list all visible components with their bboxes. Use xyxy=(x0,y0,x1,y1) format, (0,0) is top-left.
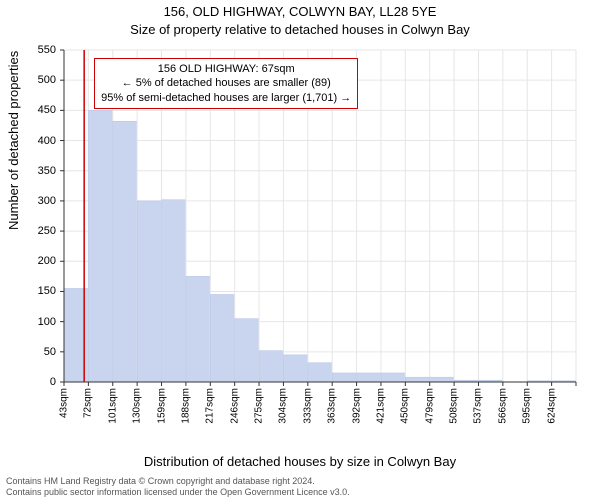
x-axis-label: Distribution of detached houses by size … xyxy=(0,454,600,469)
y-tick-label: 400 xyxy=(26,135,56,147)
y-tick-label: 250 xyxy=(26,225,56,237)
x-tick-label: 275sqm xyxy=(254,388,265,424)
histogram-bar xyxy=(210,294,234,382)
chart-subtitle: Size of property relative to detached ho… xyxy=(0,22,600,37)
x-tick-label: 421sqm xyxy=(375,388,386,424)
y-tick-label: 150 xyxy=(26,285,56,297)
footer-line2: Contains public sector information licen… xyxy=(6,487,594,498)
x-tick-label: 130sqm xyxy=(132,388,143,424)
y-tick-label: 350 xyxy=(26,165,56,177)
x-tick-label: 43sqm xyxy=(59,388,70,418)
histogram-bar xyxy=(332,373,356,382)
page: { "address": "156, OLD HIGHWAY, COLWYN B… xyxy=(0,0,600,500)
x-tick-label: 479sqm xyxy=(424,388,435,424)
histogram-bar xyxy=(381,373,405,382)
footer: Contains HM Land Registry data © Crown c… xyxy=(6,476,594,498)
x-tick-label: 450sqm xyxy=(400,388,411,424)
x-tick-label: 304sqm xyxy=(278,388,289,424)
x-tick-label: 159sqm xyxy=(156,388,167,424)
histogram-bar xyxy=(235,319,259,382)
histogram-bar xyxy=(430,377,454,382)
x-tick-label: 72sqm xyxy=(83,388,94,418)
histogram-bar xyxy=(137,201,161,382)
x-tick-label: 101sqm xyxy=(107,388,118,424)
y-tick-label: 50 xyxy=(26,346,56,358)
x-tick-label: 246sqm xyxy=(229,388,240,424)
histogram-bar xyxy=(162,200,186,382)
y-tick-label: 550 xyxy=(26,44,56,56)
address-line: 156, OLD HIGHWAY, COLWYN BAY, LL28 5YE xyxy=(0,4,600,19)
footer-line1: Contains HM Land Registry data © Crown c… xyxy=(6,476,594,487)
x-tick-label: 508sqm xyxy=(449,388,460,424)
y-tick-label: 100 xyxy=(26,316,56,328)
x-tick-label: 392sqm xyxy=(351,388,362,424)
y-tick-label: 300 xyxy=(26,195,56,207)
histogram-bar xyxy=(357,373,381,382)
x-tick-label: 595sqm xyxy=(522,388,533,424)
x-tick-label: 624sqm xyxy=(546,388,557,424)
histogram-bar xyxy=(405,377,429,382)
x-tick-label: 363sqm xyxy=(327,388,338,424)
x-tick-label: 188sqm xyxy=(180,388,191,424)
callout-line2: ← 5% of detached houses are smaller (89) xyxy=(101,76,351,90)
histogram-bar xyxy=(88,110,112,382)
callout-line3: 95% of semi-detached houses are larger (… xyxy=(101,91,351,105)
y-axis-label: Number of detached properties xyxy=(6,51,21,230)
histogram-bar xyxy=(308,363,332,382)
histogram-bar xyxy=(283,355,307,382)
x-tick-label: 537sqm xyxy=(473,388,484,424)
y-tick-label: 450 xyxy=(26,104,56,116)
callout-box: 156 OLD HIGHWAY: 67sqm ← 5% of detached … xyxy=(94,58,358,109)
x-tick-label: 217sqm xyxy=(205,388,216,424)
y-tick-label: 0 xyxy=(26,376,56,388)
histogram-bar xyxy=(113,121,137,382)
y-tick-label: 500 xyxy=(26,74,56,86)
x-tick-label: 333sqm xyxy=(302,388,313,424)
y-tick-label: 200 xyxy=(26,255,56,267)
callout-line1: 156 OLD HIGHWAY: 67sqm xyxy=(101,62,351,76)
histogram-bar xyxy=(259,351,283,382)
x-tick-label: 566sqm xyxy=(497,388,508,424)
histogram-bar xyxy=(186,276,210,382)
